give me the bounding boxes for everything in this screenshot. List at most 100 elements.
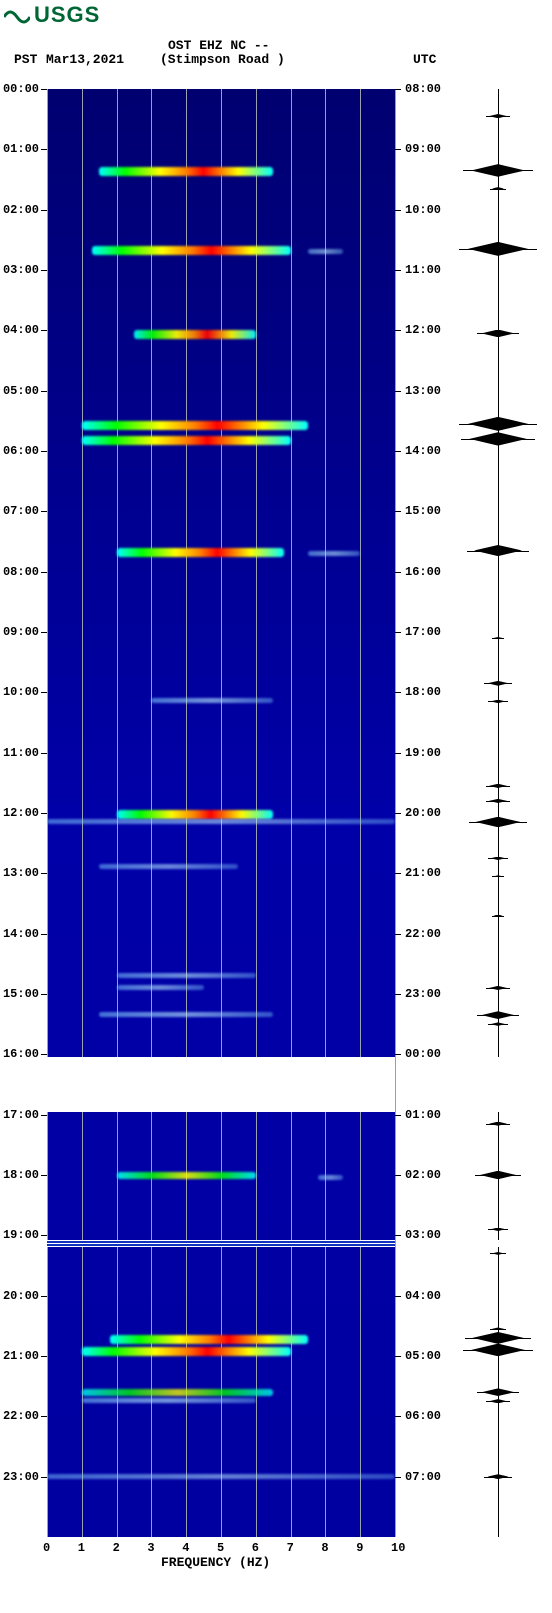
waveform-tick: [465, 1338, 531, 1339]
spectral-event: [308, 551, 360, 556]
date-label: Mar13,2021: [46, 52, 124, 67]
y-tick-right: [395, 572, 401, 573]
utc-hour-label: 16:00: [405, 565, 441, 579]
pst-hour-label: 11:00: [3, 746, 39, 760]
spectral-event: [99, 1012, 273, 1017]
spectral-event: [117, 973, 256, 978]
spectral-event: [47, 1474, 395, 1479]
y-tick-left: [41, 1296, 47, 1297]
y-tick-right: [395, 330, 401, 331]
spectral-event: [117, 1172, 256, 1179]
station-line2: (Stimpson Road ): [160, 52, 285, 67]
y-tick-left: [41, 994, 47, 995]
utc-hour-label: 05:00: [405, 1349, 441, 1363]
pst-hour-label: 16:00: [3, 1047, 39, 1061]
waveform-tick: [467, 551, 529, 552]
y-tick-left: [41, 1235, 47, 1236]
waveform-tick: [486, 801, 509, 802]
gridline: [82, 89, 83, 1537]
pst-hour-label: 02:00: [3, 203, 39, 217]
x-tick-label: 6: [252, 1541, 259, 1555]
pst-hour-label: 15:00: [3, 987, 39, 1001]
spectral-event: [117, 810, 274, 819]
y-tick-left: [41, 270, 47, 271]
y-tick-left: [41, 330, 47, 331]
utc-hour-label: 12:00: [405, 323, 441, 337]
x-tick-label: 2: [113, 1541, 120, 1555]
y-tick-right: [395, 692, 401, 693]
waveform-tick: [484, 1477, 511, 1478]
y-tick-left: [41, 451, 47, 452]
pst-hour-label: 21:00: [3, 1349, 39, 1363]
pst-hour-label: 04:00: [3, 323, 39, 337]
waveform-tick: [486, 988, 509, 989]
spectral-event: [151, 698, 273, 703]
y-tick-right: [395, 934, 401, 935]
spectral-event: [82, 436, 291, 445]
y-tick-right: [395, 1175, 401, 1176]
spectrogram-page: USGS PST Mar13,2021 OST EHZ NC -- (Stimp…: [0, 0, 552, 1613]
pst-hour-label: 01:00: [3, 142, 39, 156]
x-tick-label: 5: [217, 1541, 224, 1555]
x-tick-label: 8: [321, 1541, 328, 1555]
waveform-tick: [459, 249, 537, 250]
y-tick-left: [41, 1477, 47, 1478]
spectral-event: [134, 330, 256, 339]
utc-hour-label: 21:00: [405, 866, 441, 880]
y-tick-right: [395, 1356, 401, 1357]
waveform-tick: [486, 786, 509, 787]
stripe: [47, 1244, 395, 1246]
utc-hour-label: 17:00: [405, 625, 441, 639]
pst-hour-label: 17:00: [3, 1108, 39, 1122]
y-tick-right: [395, 1477, 401, 1478]
spectral-event: [117, 985, 204, 990]
waveform-tick: [463, 170, 533, 171]
waveform-tick: [488, 1229, 508, 1230]
y-tick-left: [41, 1416, 47, 1417]
pst-hour-label: 05:00: [3, 384, 39, 398]
pst-hour-label: 06:00: [3, 444, 39, 458]
waveform-tick: [463, 1350, 533, 1351]
pst-hour-label: 09:00: [3, 625, 39, 639]
x-axis-label: FREQUENCY (HZ): [161, 1555, 270, 1570]
waveform-gap: [468, 1057, 528, 1111]
x-tick-label: 10: [391, 1541, 405, 1555]
spectral-event: [117, 548, 284, 557]
waveform-axis: [498, 89, 499, 1537]
y-tick-left: [41, 391, 47, 392]
utc-hour-label: 01:00: [405, 1108, 441, 1122]
waveform-tick: [490, 1329, 506, 1330]
waveform-tick: [469, 822, 528, 823]
y-tick-left: [41, 89, 47, 90]
y-tick-right: [395, 451, 401, 452]
utc-hour-label: 14:00: [405, 444, 441, 458]
utc-hour-label: 22:00: [405, 927, 441, 941]
utc-hour-label: 06:00: [405, 1409, 441, 1423]
y-tick-right: [395, 1054, 401, 1055]
utc-hour-label: 10:00: [405, 203, 441, 217]
pst-hour-label: 12:00: [3, 806, 39, 820]
utc-hour-label: 20:00: [405, 806, 441, 820]
tz-right-label: UTC: [413, 52, 436, 67]
waveform-tick: [492, 916, 504, 917]
tz-left-label: PST: [14, 52, 37, 67]
pst-hour-label: 14:00: [3, 927, 39, 941]
pst-hour-label: 13:00: [3, 866, 39, 880]
spectral-event: [318, 1175, 342, 1180]
pst-hour-label: 03:00: [3, 263, 39, 277]
y-tick-right: [395, 511, 401, 512]
y-tick-left: [41, 149, 47, 150]
waveform-tick: [484, 683, 511, 684]
spectrogram-panel: [47, 89, 395, 1537]
utc-hour-label: 09:00: [405, 142, 441, 156]
pst-hour-label: 18:00: [3, 1168, 39, 1182]
wave-icon: [4, 5, 30, 25]
waveform-tick: [486, 1124, 509, 1125]
y-tick-right: [395, 1115, 401, 1116]
waveform-tick: [477, 1392, 520, 1393]
y-tick-left: [41, 1115, 47, 1116]
waveform-tick: [488, 858, 508, 859]
utc-hour-label: 08:00: [405, 82, 441, 96]
waveform-gap: [468, 1240, 528, 1247]
waveform-tick: [477, 1015, 520, 1016]
